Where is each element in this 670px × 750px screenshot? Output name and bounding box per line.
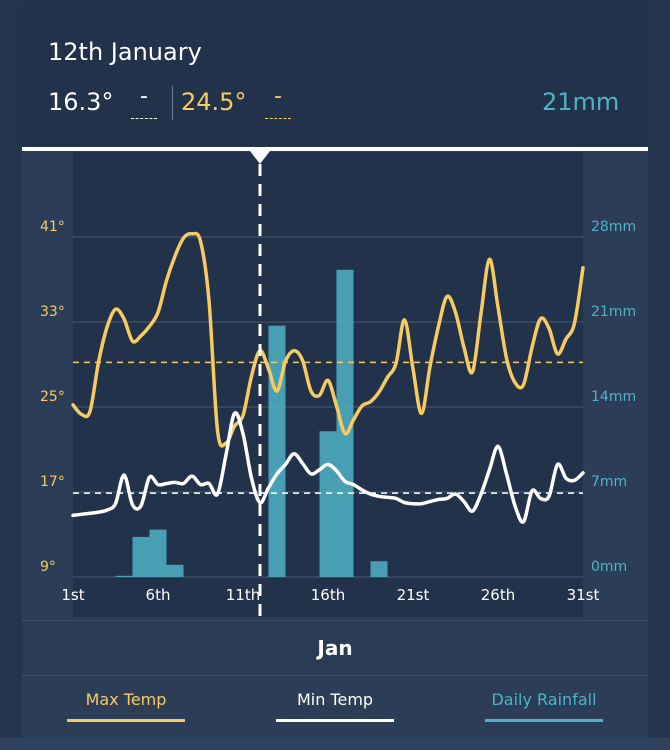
- legend-rainfall-label: Daily Rainfall: [491, 690, 597, 709]
- rainfall-bar: [132, 536, 150, 577]
- max-temp-series-line: [71, 231, 585, 448]
- rainfall-bar: [268, 325, 286, 577]
- rain-axis-tick-label: 7mm: [591, 474, 627, 490]
- rainfall-bar: [115, 575, 133, 577]
- legend-max-temp[interactable]: Max Temp: [46, 690, 206, 722]
- legend-max-temp-underline: [67, 719, 185, 722]
- legend-min-temp[interactable]: Min Temp: [255, 690, 415, 722]
- x-axis-tick-label: 6th: [146, 586, 171, 604]
- rain-axis-tick-label: 28mm: [591, 219, 636, 235]
- rainfall-readout: 21mm: [542, 88, 620, 116]
- readout-separator: [172, 86, 173, 120]
- month-label[interactable]: Jan: [22, 620, 648, 676]
- weather-chart[interactable]: 9° 17° 25° 33° 41° 0mm 7mm 14mm 21mm 28mm 1st 6th 11…: [0, 0, 670, 620]
- temp-axis-tick-label: 17°: [40, 474, 65, 490]
- rainfall-bar: [149, 529, 167, 577]
- selected-day-marker[interactable]: [250, 151, 270, 164]
- x-axis-tick-label: 26th: [481, 586, 515, 604]
- rainfall-bar: [166, 564, 184, 577]
- chart-top-divider: [22, 147, 648, 151]
- x-axis-tick-label: 21st: [397, 586, 430, 604]
- x-axis-tick-label: 31st: [567, 586, 600, 604]
- temp-axis-tick-label: 33°: [40, 304, 65, 320]
- min-temp-readout: 16.3°: [48, 88, 114, 116]
- temp-axis-tick-label: 41°: [40, 219, 65, 235]
- x-axis-tick-label: 16th: [311, 586, 345, 604]
- rainfall-bar: [336, 269, 354, 577]
- x-axis-tick-label: 11th: [226, 586, 260, 604]
- legend-max-temp-label: Max Temp: [85, 690, 167, 709]
- selected-day-header: [22, 5, 648, 147]
- min-temp-delta-underline: [131, 118, 157, 119]
- max-temp-delta: -: [274, 84, 282, 109]
- max-temp-delta-underline: [265, 118, 291, 119]
- legend-min-temp-underline: [276, 719, 394, 722]
- rainfall-bar: [370, 561, 388, 577]
- max-temp-readout: 24.5°: [181, 88, 247, 116]
- temp-axis-tick-label: 9°: [40, 559, 56, 575]
- rain-axis-tick-label: 14mm: [591, 389, 636, 405]
- rain-axis-tick-label: 0mm: [591, 559, 627, 575]
- rain-axis-tick-label: 21mm: [591, 304, 636, 320]
- x-axis-band: [73, 577, 583, 617]
- legend-rainfall[interactable]: Daily Rainfall: [464, 690, 624, 722]
- temp-axis-tick-label: 25°: [40, 389, 65, 405]
- min-temp-series-line: [71, 411, 585, 524]
- legend-min-temp-label: Min Temp: [296, 690, 374, 709]
- rainfall-bar: [319, 431, 337, 577]
- bottom-strip: [0, 738, 670, 750]
- selected-date: 12th January: [48, 38, 202, 66]
- x-axis-tick-label: 1st: [61, 586, 84, 604]
- min-temp-delta: -: [140, 84, 148, 109]
- legend-rainfall-underline: [485, 719, 603, 722]
